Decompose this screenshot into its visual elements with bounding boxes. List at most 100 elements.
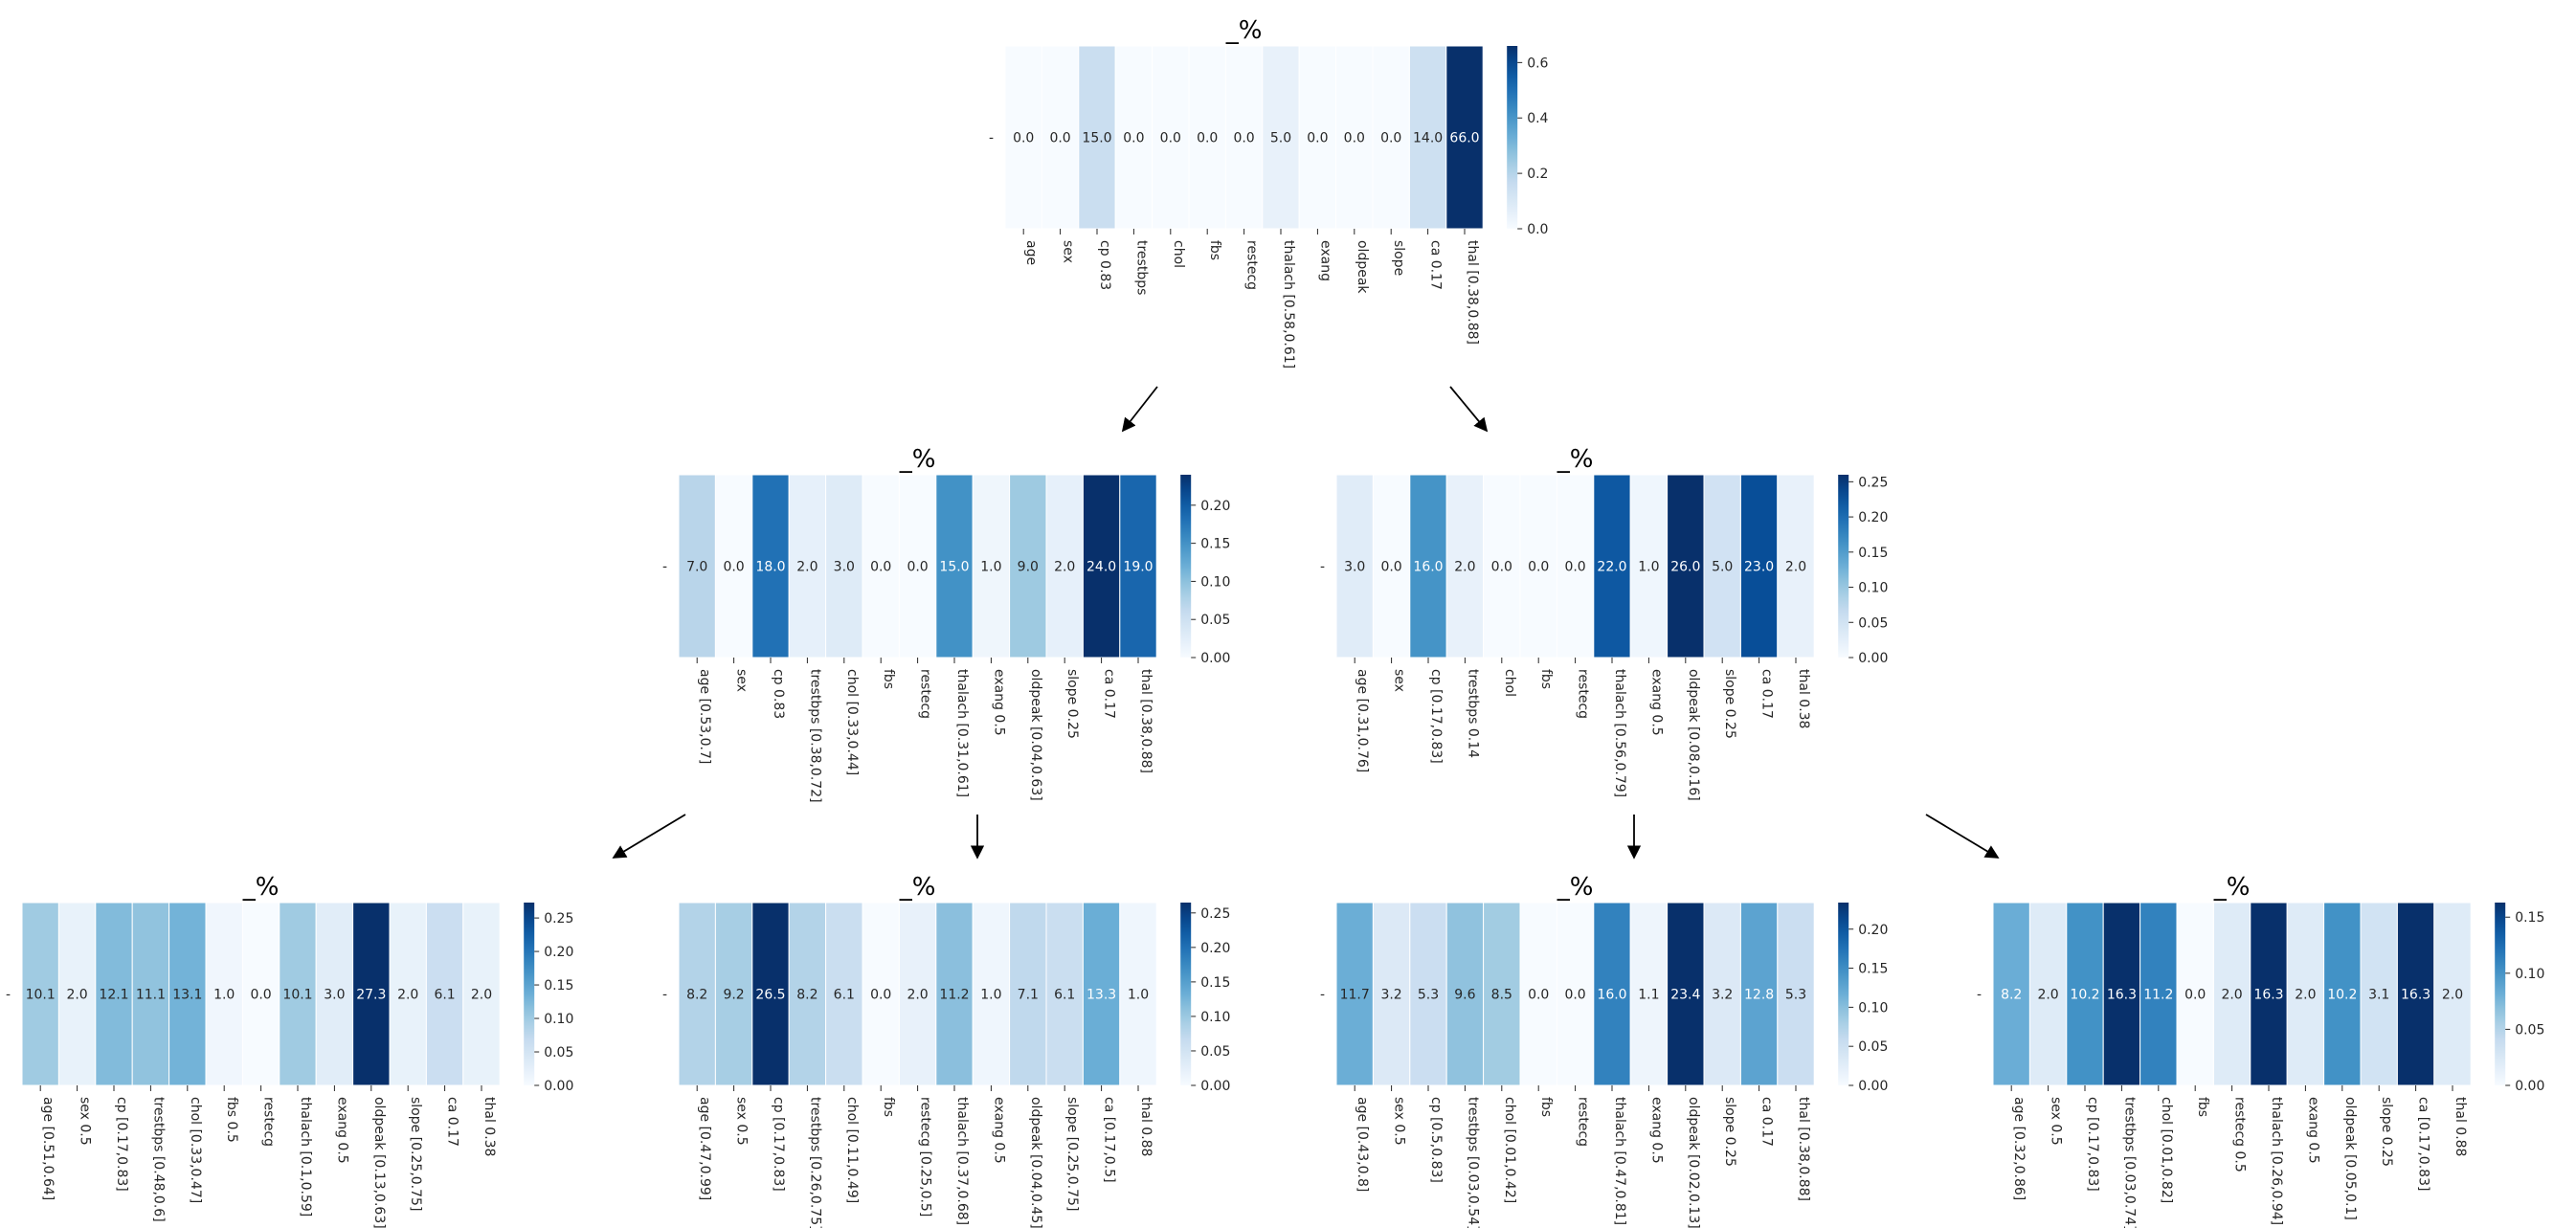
colorbar: [1507, 46, 1518, 229]
cell-value-label: 10.1: [282, 988, 312, 1003]
x-tick-label: exang 0.5: [1648, 1097, 1664, 1164]
colorbar-tick-label: 0.25: [544, 911, 573, 927]
cell-value-label: 0.0: [1049, 131, 1070, 146]
colorbar-tick-label: 0.2: [1527, 167, 1548, 182]
x-tick-label: slope [0.25,0.75]: [1064, 1097, 1080, 1211]
colorbar: [1180, 475, 1192, 658]
colorbar-tick-label: 0.05: [2515, 1022, 2544, 1038]
cell-value-label: 2.0: [2037, 988, 2058, 1003]
heatmap-panel-left: _% - 7.0 age [0.53,0.7] 0.0 sex 18.0 cp 0.83 2.0…: [662, 445, 1230, 803]
x-tick-label: fbs: [881, 669, 896, 689]
cell-value-label: 3.1: [2368, 988, 2389, 1003]
cell-value-label: 23.0: [1744, 560, 1774, 575]
cell-value-label: 11.7: [1340, 988, 1370, 1003]
x-tick-label: oldpeak [0.02,0.13]: [1686, 1097, 1701, 1228]
heatmap-cell: [1703, 474, 1741, 659]
x-tick-label: cp [0.17,0.83]: [1428, 669, 1444, 764]
x-tick-label: sex: [1061, 240, 1076, 263]
x-tick-label: trestbps [0.03,0.54]: [1465, 1097, 1480, 1228]
colorbar-tick-label: 0.20: [1858, 510, 1888, 525]
x-tick-label: restecg [0.25,0.5]: [918, 1097, 933, 1217]
cell-value-label: 16.3: [2107, 988, 2137, 1003]
cell-value-label: 3.2: [1712, 988, 1733, 1003]
cell-value-label: 2.0: [907, 988, 928, 1003]
cell-value-label: 8.5: [1491, 988, 1512, 1003]
cell-value-label: 12.1: [99, 988, 128, 1003]
x-tick-label: fbs: [2195, 1097, 2210, 1117]
cell-value-label: 10.2: [2327, 988, 2357, 1003]
tree-arrow-right-to-right-right: [1925, 814, 2000, 859]
x-tick-label: thal [0.38,0.88]: [1465, 240, 1480, 345]
x-tick-label: fbs 0.5: [224, 1097, 239, 1143]
cell-value-label: 7.0: [686, 560, 707, 575]
heatmap-cell: [678, 902, 716, 1086]
panel-title: _%: [1557, 873, 1594, 902]
cell-value-label: 10.1: [26, 988, 56, 1003]
cell-value-label: 2.0: [1054, 560, 1075, 575]
x-tick-label: slope 0.25: [1064, 669, 1080, 739]
x-tick-label: thalach [0.37,0.68]: [954, 1097, 970, 1225]
cell-value-label: 0.0: [870, 560, 891, 575]
heatmap-cell: [1992, 902, 2030, 1086]
x-tick-label: chol [0.33,0.47]: [188, 1097, 203, 1203]
cell-value-label: 15.0: [1082, 131, 1111, 146]
x-tick-label: oldpeak [0.05,0.1]: [2342, 1097, 2358, 1220]
x-tick-label: chol: [1502, 669, 1517, 697]
colorbar-tick-label: 0.00: [544, 1079, 573, 1094]
heatmap-cell: [2396, 902, 2435, 1086]
cell-value-label: 0.0: [1123, 131, 1144, 146]
heatmap-cell: [1629, 474, 1669, 659]
heatmap-panels: _% - 0.0 age 0.0 sex 15.0 cp 0.83 0.0 trestbps 0.0…: [6, 16, 2544, 1228]
heatmap-cell: [1519, 902, 1557, 1086]
colorbar-tick-label: 0.00: [1858, 651, 1888, 666]
x-tick-label: trestbps [0.03,0.74]: [2121, 1097, 2137, 1228]
colorbar-tick-label: 0.15: [1200, 537, 1230, 552]
heatmap-cell: [1372, 45, 1410, 230]
heatmap-cell: [1298, 45, 1337, 230]
colorbar-tick-label: 0.10: [1858, 1000, 1888, 1016]
tree-arrow-root-to-right: [1449, 386, 1489, 433]
cell-value-label: 66.0: [1449, 131, 1479, 146]
x-tick-label: ca 0.17: [1759, 1097, 1775, 1147]
heatmap-cell: [1556, 902, 1595, 1086]
cell-value-label: 16.0: [1413, 560, 1443, 575]
heatmap-cell: [1335, 474, 1374, 659]
colorbar-tick-label: 0.10: [544, 1012, 573, 1027]
cell-value-label: 27.3: [356, 988, 386, 1003]
cell-value-label: 19.0: [1123, 560, 1153, 575]
heatmap-cell: [2433, 902, 2472, 1086]
colorbar-tick-label: 0.15: [544, 978, 573, 994]
x-tick-label: trestbps: [1133, 240, 1149, 295]
heatmap-cell: [714, 474, 753, 659]
cell-value-label: 6.1: [834, 988, 855, 1003]
heatmap-cell: [972, 902, 1011, 1086]
colorbar-tick-label: 0.10: [1200, 1010, 1230, 1025]
heatmap-cell: [57, 902, 97, 1086]
cell-value-label: 2.0: [66, 988, 87, 1003]
colorbar: [524, 903, 535, 1085]
x-tick-label: oldpeak: [1355, 240, 1370, 294]
y-tick-label: -: [1977, 988, 1982, 1003]
cell-value-label: 22.0: [1597, 560, 1626, 575]
cell-value-label: 8.2: [686, 988, 707, 1003]
x-tick-label: chol [0.33,0.44]: [844, 669, 860, 775]
x-tick-label: sex 0.5: [2049, 1097, 2064, 1146]
cell-value-label: 0.0: [723, 560, 744, 575]
cell-value-label: 3.0: [324, 988, 345, 1003]
x-tick-label: slope 0.25: [2379, 1097, 2394, 1167]
x-tick-label: oldpeak [0.08,0.16]: [1686, 669, 1701, 801]
cell-value-label: 7.1: [1018, 988, 1039, 1003]
heatmap-cell: [2250, 902, 2288, 1086]
x-tick-label: exang 0.5: [991, 669, 1006, 736]
x-tick-label: thalach [0.47,0.81]: [1612, 1097, 1627, 1225]
x-tick-label: restecg 0.5: [2232, 1097, 2248, 1172]
cell-value-label: 10.2: [2070, 988, 2099, 1003]
y-tick-label: -: [662, 988, 667, 1003]
x-tick-label: exang 0.5: [334, 1097, 349, 1164]
x-tick-label: ca [0.17,0.5]: [1102, 1097, 1117, 1183]
x-tick-label: thal 0.88: [2453, 1097, 2468, 1156]
heatmap-cell: [1777, 474, 1815, 659]
x-tick-label: thalach [0.31,0.61]: [954, 669, 970, 797]
cell-value-label: 9.0: [1018, 560, 1039, 575]
